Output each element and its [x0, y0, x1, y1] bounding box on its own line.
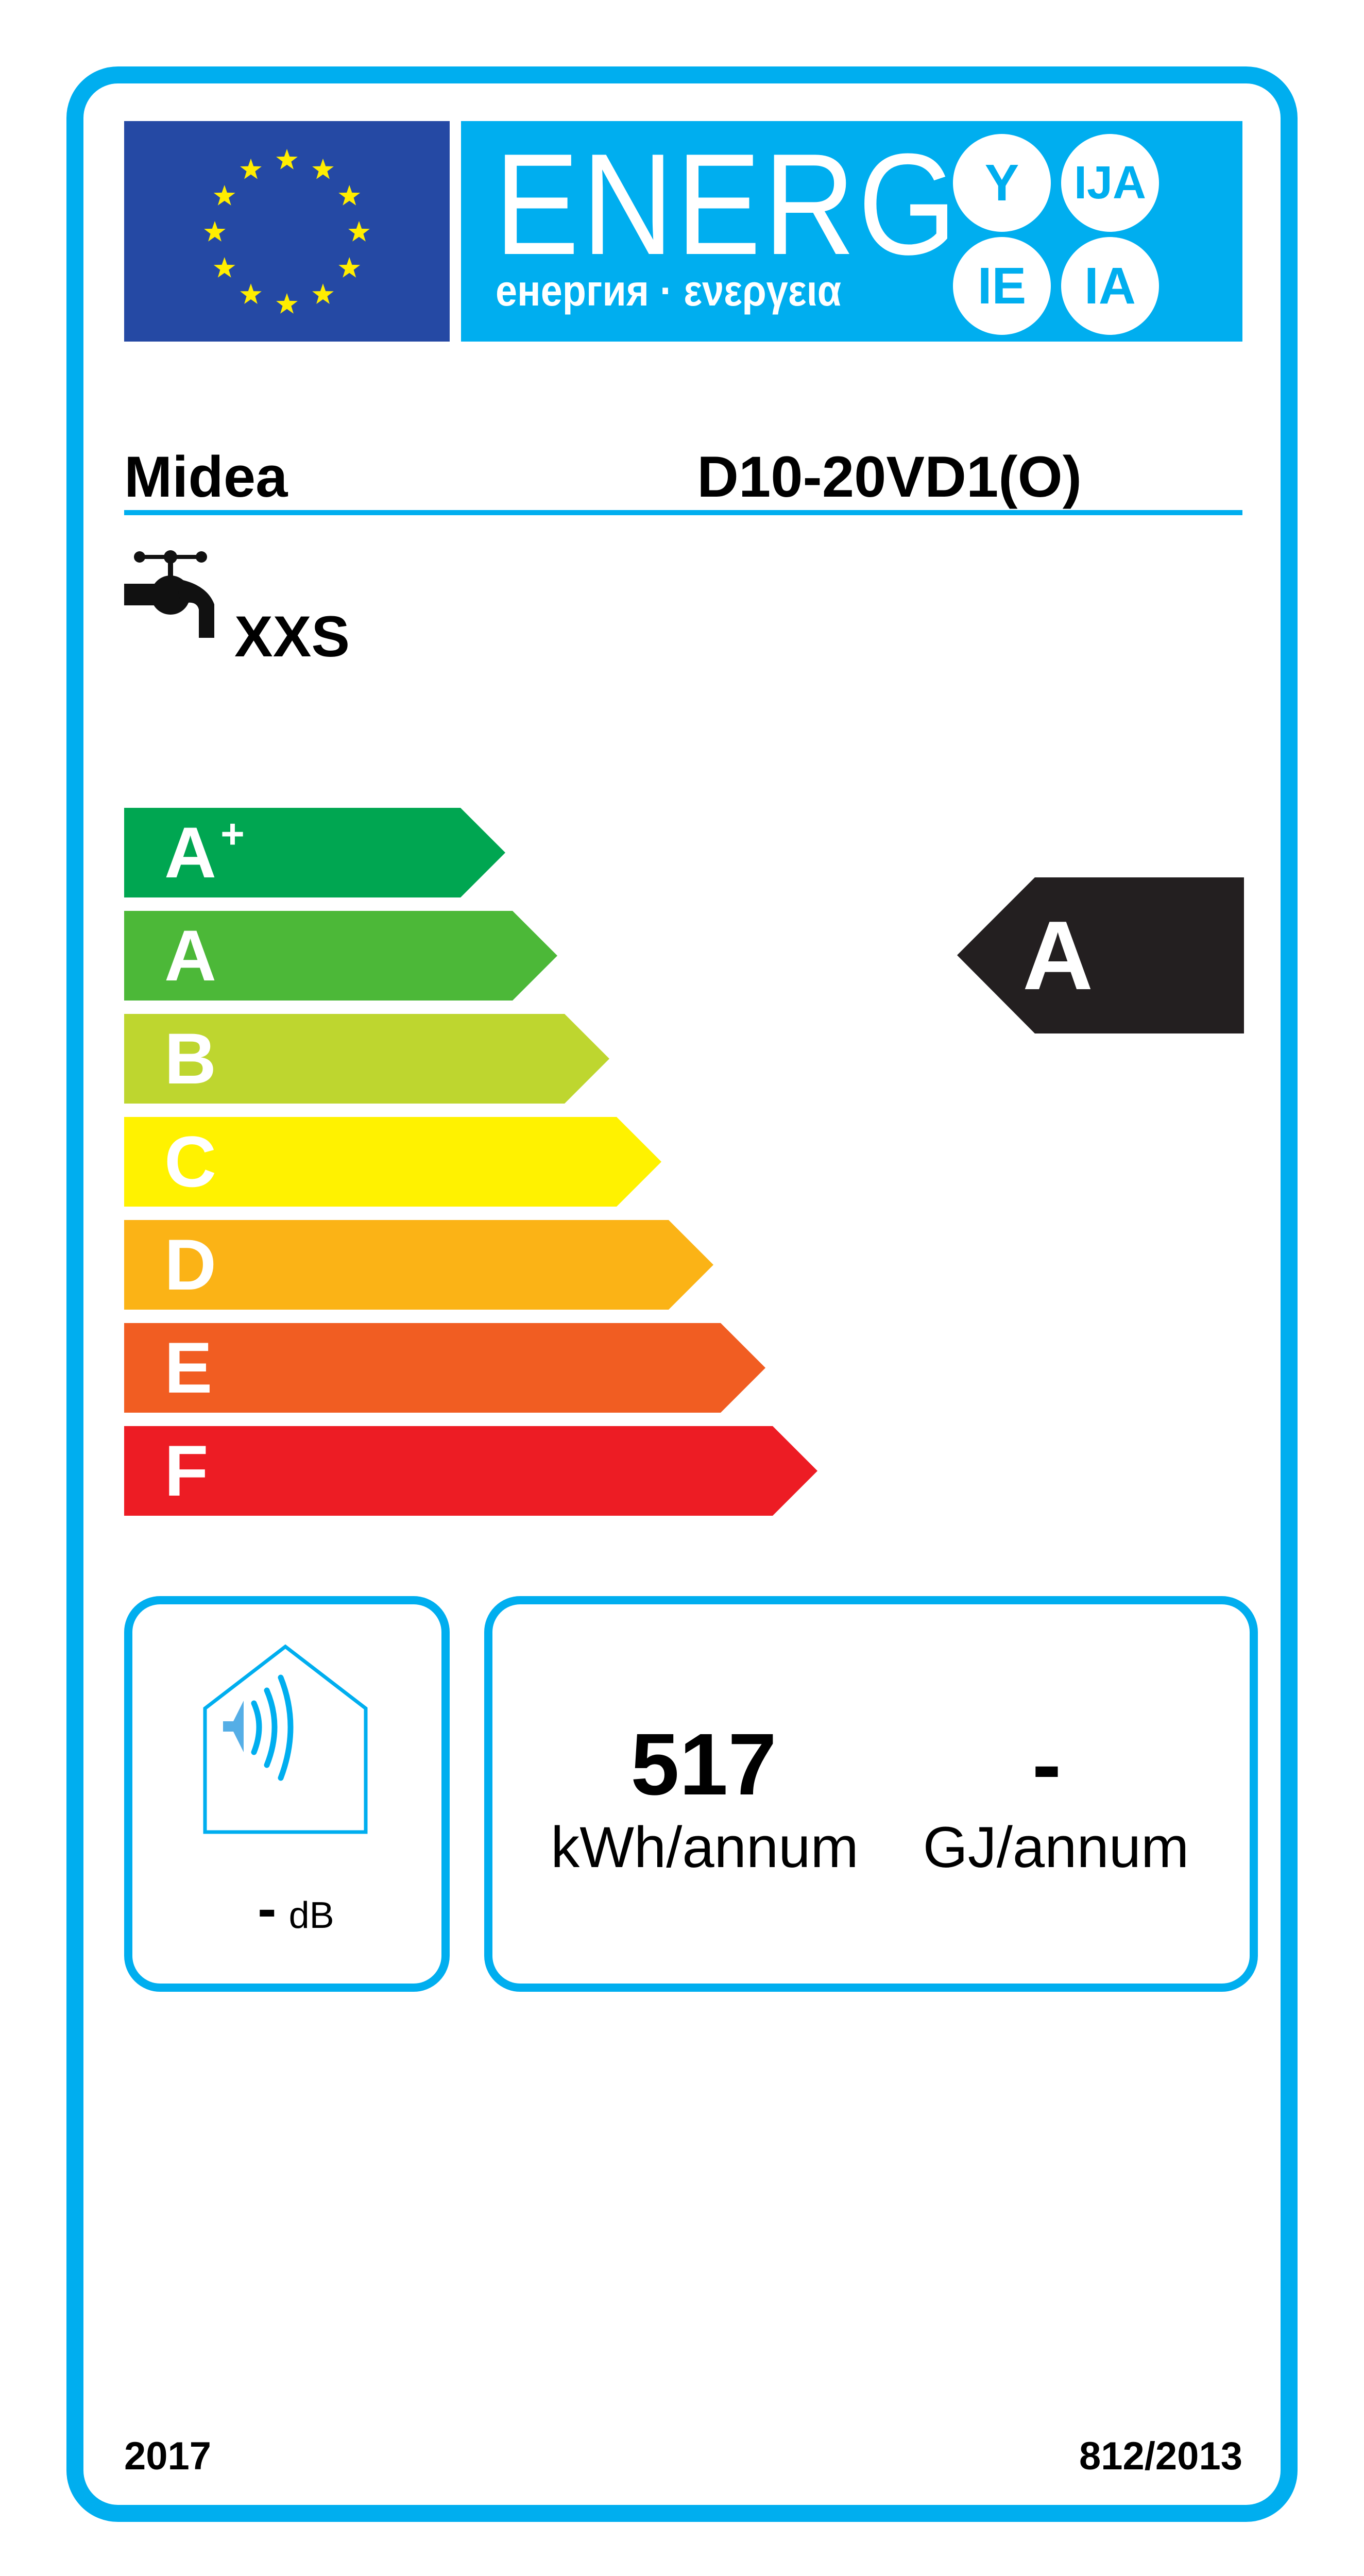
- energy-class-label-group: B: [164, 1023, 216, 1095]
- noise-value: -: [258, 1877, 277, 1940]
- noise-unit: dB: [288, 1895, 334, 1936]
- star-icon: [312, 158, 334, 179]
- suffix-y: Y: [953, 134, 1051, 232]
- house-sound-icon: [202, 1644, 368, 1837]
- footer-regulation: 812/2013: [1079, 2434, 1242, 2478]
- energy-class-label: F: [164, 1430, 209, 1511]
- star-icon: [312, 283, 334, 304]
- fuel-value: -: [1032, 1716, 1062, 1814]
- star-icon: [338, 257, 361, 278]
- energy-class-label-group: A +: [164, 811, 245, 893]
- electricity-unit: kWh/annum: [551, 1815, 859, 1879]
- star-icon: [240, 158, 262, 179]
- star-icon: [276, 293, 298, 314]
- star-icon: [240, 283, 262, 304]
- star-icon: [276, 149, 298, 170]
- label-frame: [66, 66, 1298, 2522]
- eu-flag-icon: [124, 121, 450, 342]
- energy-class-label-group: C: [164, 1126, 216, 1198]
- tap-icon: [124, 548, 222, 643]
- suffix-ija: IJA: [1061, 134, 1159, 232]
- star-icon: [348, 221, 370, 242]
- rating-class: A: [1022, 901, 1094, 1010]
- energy-class-label: E: [164, 1327, 213, 1408]
- energy-class-label: C: [164, 1121, 217, 1202]
- energy-class-label-group: F: [164, 1435, 209, 1507]
- consumption-box: [484, 1596, 1258, 1992]
- energy-class-label: D: [164, 1224, 217, 1305]
- energy-class-label-group: A: [164, 920, 216, 992]
- load-profile: XXS: [234, 604, 350, 669]
- divider: [124, 510, 1242, 515]
- energy-subtitle: енергия · ενεργεια: [496, 266, 842, 315]
- rating-arrow: [957, 877, 1244, 1036]
- star-icon: [338, 185, 361, 206]
- energy-title: ENERG: [495, 124, 960, 285]
- fuel-unit: GJ/annum: [923, 1815, 1189, 1879]
- star-icon: [213, 257, 235, 278]
- star-icon: [204, 221, 226, 242]
- supplier-name: Midea: [124, 445, 288, 509]
- energy-class-label: B: [164, 1018, 217, 1099]
- suffix-ia: IA: [1061, 237, 1159, 335]
- suffix-ie: IE: [953, 237, 1051, 335]
- noise-box: [124, 1596, 450, 1992]
- energy-class-label: A: [164, 915, 217, 996]
- plus-sign: +: [220, 811, 245, 857]
- energy-class-label: A: [164, 812, 217, 893]
- electricity-value: 517: [630, 1716, 777, 1814]
- star-icon: [213, 185, 235, 206]
- footer-year: 2017: [124, 2434, 212, 2478]
- energy-class-label-group: D: [164, 1229, 216, 1301]
- energy-class-label-group: E: [164, 1332, 212, 1404]
- noise-reading: - dB: [258, 1880, 334, 1937]
- model-identifier: D10-20VD1(O): [697, 445, 1082, 509]
